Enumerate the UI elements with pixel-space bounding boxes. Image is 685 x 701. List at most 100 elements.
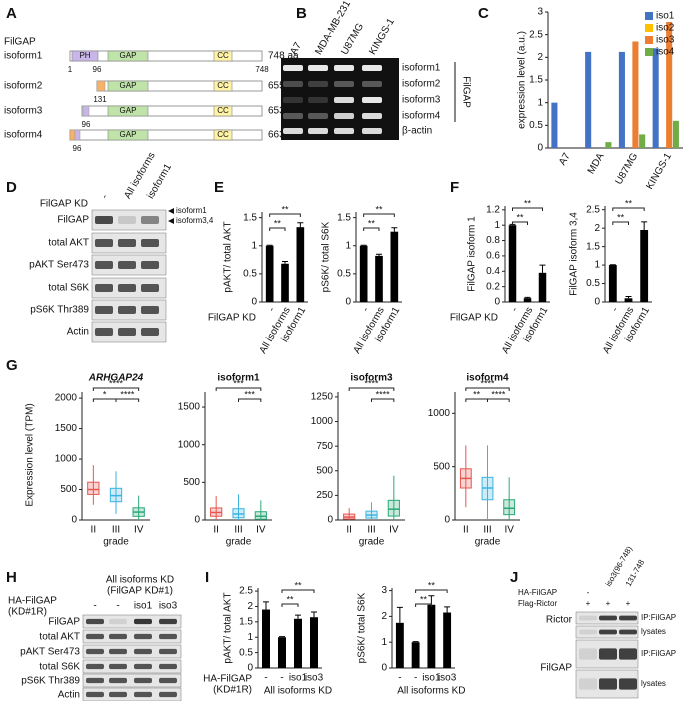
- band: [619, 678, 637, 690]
- row-label: Actin: [58, 690, 80, 701]
- row-label: total S6K: [39, 662, 80, 673]
- bar: [508, 225, 517, 302]
- significance-label: **: [617, 212, 625, 222]
- band: [141, 239, 159, 247]
- legend-swatch: [645, 36, 653, 44]
- significance-bracket: [415, 589, 448, 593]
- y-tick-label: 1: [251, 240, 257, 251]
- y-tick-label: 2: [247, 601, 253, 612]
- band: [141, 216, 159, 224]
- gel-band: [308, 97, 328, 103]
- band: [95, 261, 113, 269]
- lane-label: -: [116, 601, 119, 612]
- y-tick-label: 2.5: [586, 204, 600, 215]
- significance-label: **: [625, 198, 633, 208]
- band: [579, 678, 597, 690]
- y-axis-title: FilGAP isoform 1: [467, 216, 478, 292]
- blot: [82, 659, 182, 674]
- band: [109, 633, 127, 640]
- significance-label: ****: [491, 389, 506, 399]
- lane-label: +: [586, 599, 591, 608]
- significance-label: ****: [364, 378, 379, 388]
- isoform-bar: [69, 50, 263, 62]
- significance-label: ****: [109, 378, 124, 388]
- x-tick-label: IV: [134, 525, 144, 536]
- panel-label: B: [296, 5, 307, 22]
- y-axis-title: expression level (a.u.): [517, 31, 528, 129]
- position-label: 131: [93, 95, 107, 104]
- significance-label: **: [516, 212, 524, 222]
- bar: [605, 142, 612, 148]
- significance-label: *: [103, 389, 107, 399]
- y-tick-label: 2: [381, 611, 387, 622]
- chart-title: isoform1: [217, 373, 260, 384]
- significance-label: ***: [233, 378, 244, 388]
- isoform-name: isoform1: [4, 51, 43, 62]
- y-tick-label: 0.5: [239, 647, 253, 658]
- significance-label: **: [420, 594, 428, 604]
- gel-band: [283, 113, 303, 119]
- gel-band: [334, 128, 354, 134]
- x-tick-label: A7: [557, 151, 573, 167]
- gel-band: [362, 113, 382, 119]
- error-bar: [297, 222, 304, 228]
- y-tick-label: 1500: [55, 423, 78, 434]
- significance-bracket: [415, 603, 432, 607]
- significance-bracket: [363, 227, 380, 231]
- domain-name: CC: [217, 106, 229, 115]
- bar: [666, 21, 673, 148]
- band: [159, 677, 177, 684]
- position-label: 96: [82, 120, 91, 129]
- bar: [395, 622, 404, 668]
- x-tick-label: iso1: [422, 673, 441, 684]
- x-tick-label: III: [367, 525, 375, 536]
- gel-band: [334, 97, 354, 103]
- lane-label: iso1: [134, 601, 153, 612]
- gel-band: [283, 97, 303, 103]
- bar: [639, 134, 646, 148]
- y-tick-label: 0: [594, 297, 600, 308]
- y-tick-label: 1.5: [337, 212, 351, 223]
- x-tick-label: -: [398, 673, 401, 684]
- band: [118, 328, 136, 336]
- significance-bracket: [281, 603, 299, 607]
- y-axis-title: FilGAP isoform 3,4: [569, 212, 580, 296]
- bar: [390, 231, 399, 302]
- y-tick-label: 1500: [178, 402, 201, 413]
- significance-bracket: [612, 207, 645, 211]
- arrow: [168, 208, 174, 214]
- domain: [213, 50, 233, 62]
- row-label: Rictor: [546, 615, 573, 626]
- x-tick-label: II: [463, 525, 469, 536]
- x-tick-label: iso1: [289, 673, 308, 684]
- band: [141, 328, 159, 336]
- legend-swatch: [645, 48, 653, 56]
- bar: [618, 51, 625, 148]
- y-tick-label: 0.5: [337, 269, 351, 280]
- y-tick-label: 500: [316, 465, 333, 476]
- significance-bracket: [281, 589, 315, 593]
- error-bar: [391, 227, 398, 232]
- y-tick-label: 1000: [55, 454, 78, 465]
- legend-label: iso2: [656, 23, 675, 34]
- box: [503, 499, 516, 516]
- significance-label: **: [368, 218, 376, 228]
- band-label: isoform3,4: [176, 216, 214, 225]
- condition-label: FilGAP KD: [450, 313, 498, 324]
- isoform-name: isoform2: [4, 81, 43, 92]
- bar: [624, 298, 633, 302]
- x-tick-label: IV: [504, 525, 514, 536]
- error-bar: [263, 601, 269, 610]
- significance-bracket: [612, 221, 629, 225]
- band: [599, 629, 617, 635]
- y-tick-label: 1.2: [486, 204, 500, 215]
- lane-label: -: [99, 192, 110, 200]
- y-tick-label: 0: [494, 297, 500, 308]
- y-tick-label: 1.5: [529, 75, 543, 86]
- fraction-label: IP:FilGAP: [641, 649, 676, 658]
- row-label: total S6K: [48, 283, 89, 294]
- y-tick-label: 0: [444, 515, 450, 526]
- row-label: HA-FilGAP: [518, 588, 557, 597]
- x-tick-label: III: [234, 525, 242, 536]
- panel-label: J: [510, 569, 518, 586]
